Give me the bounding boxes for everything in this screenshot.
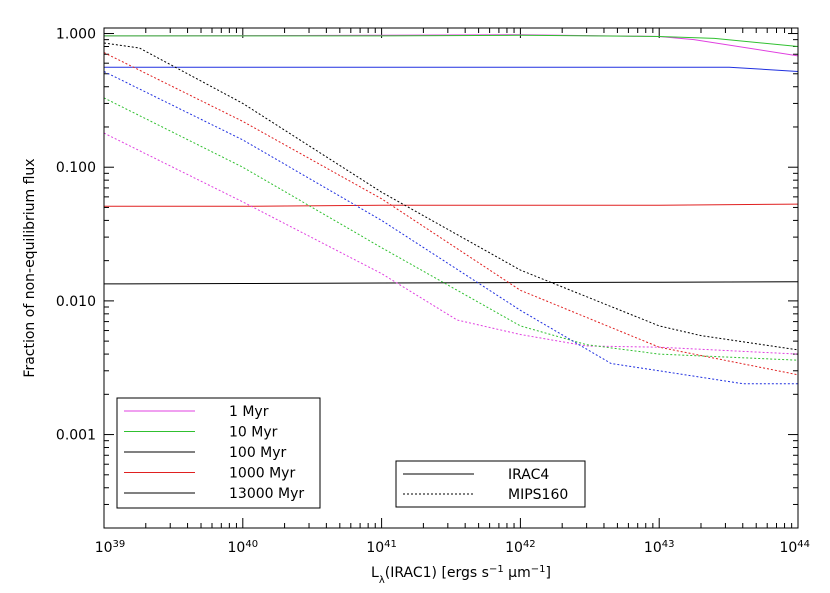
legend-ages-box (116, 397, 321, 509)
x-tick-label-exp: 41 (384, 539, 397, 550)
x-tick-label-base: 10 (366, 540, 384, 556)
x-tick-label: 1040 (228, 539, 259, 557)
x-tick-label: 1042 (505, 539, 536, 557)
y-axis-label: Fraction of non-equilibrium flux (22, 158, 38, 377)
legend-ages-label: 1 Myr (229, 404, 269, 420)
ticks-layer: 1039 1040 1041 1042 1043 10441.0000.1000.0100… (56, 27, 810, 556)
legend-ages-label: 10 Myr (229, 425, 278, 441)
y-tick-label: 0.100 (56, 160, 96, 176)
legend-bands-box (395, 460, 586, 508)
x-axis-label-rest2: μm (504, 565, 531, 581)
legend-bands-label: MIPS160 (508, 487, 568, 503)
series-line-mips160-1-myr (103, 132, 799, 355)
x-axis-label-rest1: (IRAC1) [ergs s (385, 565, 489, 581)
x-tick-label-base: 10 (505, 540, 523, 556)
series-line-irac4-10-myr (104, 34, 799, 47)
x-tick-label-base: 10 (228, 540, 246, 556)
legend-ages-label: 100 Myr (229, 445, 287, 461)
series-line-mips160-1000-myr (103, 52, 799, 376)
series-line-mips160-13000-myr (103, 42, 799, 351)
x-axis-label: Lλ(IRAC1) [ergs s−1 μm−1] (371, 564, 551, 586)
y-tick-label: 0.001 (56, 428, 96, 444)
x-tick-label-base: 10 (644, 540, 662, 556)
x-tick-label: 1041 (366, 539, 397, 557)
x-tick-label-exp: 44 (797, 539, 810, 550)
x-tick-label: 1043 (644, 539, 675, 557)
series-line-mips160-100-myr (103, 71, 798, 385)
x-axis-label-exp1: −1 (489, 564, 504, 575)
x-axis-label-exp2: −1 (531, 564, 546, 575)
legend-ages-label: 13000 Myr (229, 486, 304, 502)
series-line-irac4-100-myr (104, 66, 799, 72)
x-tick-label-exp: 40 (245, 539, 258, 550)
x-tick-label-base: 10 (779, 540, 797, 556)
x-tick-label-exp: 43 (662, 539, 675, 550)
x-tick-label-base: 10 (95, 540, 113, 556)
x-tick-label-exp: 42 (523, 539, 536, 550)
series-line-irac4-1000-myr (104, 203, 799, 207)
x-tick-label: 1039 (95, 539, 126, 557)
x-axis-label-main: L (371, 565, 379, 581)
legend-bands: IRAC4 MIPS160 (395, 460, 586, 508)
y-tick-label: 0.010 (56, 294, 96, 310)
x-tick-label: 1044 (779, 539, 810, 557)
legend-ages: 1 Myr 10 Myr 100 Myr 1000 Myr 13000 Myr (116, 397, 321, 509)
x-axis-label-rest3: ] (545, 565, 550, 581)
x-axis-label-sub: λ (379, 575, 385, 586)
legend-bands-label: IRAC4 (508, 467, 549, 483)
plot-frame (103, 27, 799, 529)
x-tick-label-exp: 39 (113, 539, 126, 550)
series-line-mips160-10-myr (103, 97, 799, 361)
y-tick-label: 1.000 (56, 27, 96, 43)
series-layer (103, 34, 799, 385)
legend-ages-label: 1000 Myr (229, 466, 295, 482)
series-line-irac4-13000-myr (103, 281, 799, 285)
